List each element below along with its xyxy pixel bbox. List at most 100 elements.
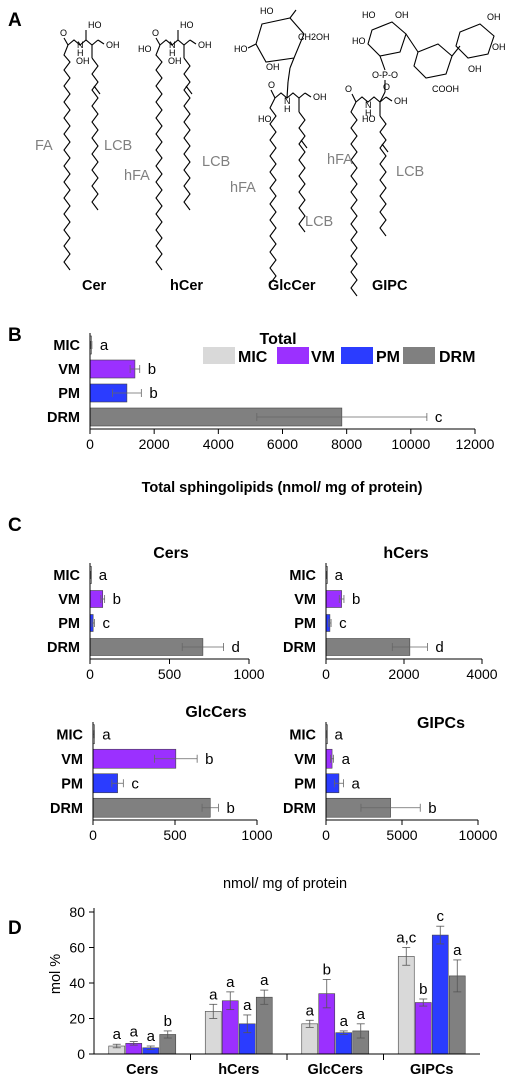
x-tick-label: 6000 bbox=[267, 436, 298, 452]
y-axis-label-mol: mol % bbox=[48, 954, 64, 994]
x-category-label: GIPCs bbox=[410, 1062, 454, 1076]
significance-label: a bbox=[147, 1028, 156, 1045]
significance-label: b bbox=[205, 751, 213, 768]
significance-label: b bbox=[164, 1013, 172, 1030]
chart-title-hcers: hCers bbox=[383, 545, 428, 562]
chart-total: MIC a VM b PM b DRM c 0 2000 4000 6000 8000 10000 1200… bbox=[47, 333, 495, 452]
bar bbox=[255, 996, 273, 1055]
atom-label: N bbox=[365, 100, 372, 110]
significance-label: a bbox=[102, 726, 111, 743]
category-label: DRM bbox=[47, 410, 80, 426]
x-tick-label: 8000 bbox=[331, 436, 362, 452]
cer-structure bbox=[63, 30, 105, 271]
atom-label: CH2OH bbox=[298, 32, 330, 42]
significance-label: b bbox=[149, 385, 157, 402]
structures-panel bbox=[63, 9, 495, 297]
x-tick-label: 0 bbox=[86, 436, 94, 452]
bar bbox=[431, 934, 449, 1055]
category-label: PM bbox=[58, 386, 80, 402]
atom-label: HO bbox=[362, 114, 376, 124]
x-tick-label: 5000 bbox=[386, 827, 417, 843]
atom-label: H bbox=[365, 108, 372, 118]
significance-label: c bbox=[435, 409, 443, 426]
significance-label: a bbox=[100, 337, 109, 354]
category-label: PM bbox=[294, 616, 316, 632]
gipc-structure bbox=[350, 21, 495, 297]
chart-title-gipcs: GIPCs bbox=[417, 715, 465, 732]
significance-label: a bbox=[113, 1026, 122, 1043]
atom-label: H bbox=[284, 104, 291, 114]
bar bbox=[414, 1002, 432, 1055]
x-tick-label: 0 bbox=[89, 827, 97, 843]
significance-label: a bbox=[260, 972, 269, 989]
legend-label-drm: DRM bbox=[439, 349, 475, 366]
hcer-structure bbox=[155, 30, 197, 271]
category-label: PM bbox=[58, 616, 80, 632]
x-tick-label: 12000 bbox=[456, 436, 495, 452]
atom-label: HO bbox=[180, 20, 194, 30]
atom-label: O-P-O bbox=[372, 70, 398, 80]
significance-label: b bbox=[323, 961, 331, 978]
atom-label: O bbox=[345, 84, 352, 94]
significance-label: a,c bbox=[396, 930, 417, 947]
legend-label-mic: MIC bbox=[238, 349, 268, 366]
atom-label: HO bbox=[234, 44, 248, 54]
category-label: DRM bbox=[50, 801, 83, 817]
atom-label: HO bbox=[362, 10, 376, 20]
panel-label-c: C bbox=[8, 515, 22, 536]
category-label: MIC bbox=[289, 568, 316, 584]
chart-title-glccers: GlcCers bbox=[185, 704, 246, 721]
significance-label: d bbox=[435, 639, 443, 656]
significance-label: a bbox=[453, 942, 462, 959]
atom-label: OH bbox=[106, 40, 120, 50]
lcb-label: LCB bbox=[104, 138, 132, 154]
atom-label: H bbox=[77, 48, 84, 58]
significance-label: a bbox=[226, 974, 235, 991]
category-label: PM bbox=[294, 776, 316, 792]
significance-label: a bbox=[335, 567, 344, 584]
atom-label: OH bbox=[76, 56, 90, 66]
x-tick-label: 500 bbox=[158, 666, 182, 682]
significance-label: b bbox=[352, 591, 360, 608]
x-tick-label: 2000 bbox=[388, 666, 419, 682]
atom-label: HO bbox=[138, 44, 152, 54]
legend-swatch-mic bbox=[203, 347, 235, 364]
y-tick-label: 20 bbox=[69, 1011, 85, 1027]
significance-label: a bbox=[209, 986, 218, 1003]
category-label: VM bbox=[294, 592, 316, 608]
panel-label-b: B bbox=[8, 325, 22, 346]
significance-label: a bbox=[306, 1002, 315, 1019]
atom-label: N bbox=[284, 96, 291, 106]
significance-label: b bbox=[226, 800, 234, 817]
x-tick-label: 10000 bbox=[459, 827, 498, 843]
x-axis-label-nmol: nmol/ mg of protein bbox=[223, 876, 347, 892]
structure-atoms: HO OH OH O N H HO OH OH HO O N H HO CH2O… bbox=[60, 6, 506, 124]
x-tick-label: 0 bbox=[322, 666, 330, 682]
significance-label: c bbox=[339, 615, 347, 632]
atom-label: O bbox=[60, 28, 67, 38]
atom-label: OH bbox=[266, 62, 280, 72]
bar bbox=[397, 956, 415, 1055]
atom-label: OH bbox=[492, 42, 506, 52]
x-tick-label: 4000 bbox=[203, 436, 234, 452]
chart-gipcs: MIC a VM a PM a DRM b 0 5000 10000 bbox=[283, 722, 498, 843]
atom-label: O bbox=[383, 82, 390, 92]
chart-glccers: MIC a VM b PM c DRM b 0 500 1000 bbox=[50, 722, 273, 843]
category-label: MIC bbox=[56, 727, 83, 743]
x-tick-label: 500 bbox=[163, 827, 187, 843]
atom-label: COOH bbox=[432, 84, 459, 94]
structure-name-gipc: GIPC bbox=[372, 278, 408, 294]
x-tick-label: 1000 bbox=[241, 827, 272, 843]
atom-label: OH bbox=[468, 64, 482, 74]
bar bbox=[301, 1023, 319, 1055]
atom-label: HO bbox=[260, 6, 274, 16]
panel-label-d: D bbox=[8, 918, 22, 939]
category-label: VM bbox=[61, 752, 83, 768]
significance-label: d bbox=[232, 639, 240, 656]
legend-label-vm: VM bbox=[311, 349, 335, 366]
significance-label: a bbox=[342, 751, 351, 768]
significance-label: a bbox=[334, 726, 343, 743]
atom-label: OH bbox=[487, 12, 501, 22]
category-label: DRM bbox=[283, 640, 316, 656]
